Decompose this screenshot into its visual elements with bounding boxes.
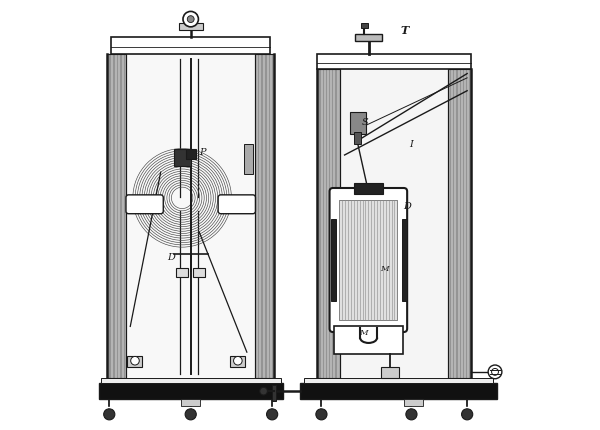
Circle shape [104, 409, 115, 420]
Bar [354, 183, 383, 194]
Bar [185, 149, 196, 159]
Text: S: S [362, 118, 369, 127]
Bar [230, 356, 245, 367]
Circle shape [406, 409, 417, 420]
Bar [331, 219, 336, 301]
Bar [355, 132, 361, 144]
Bar [127, 54, 255, 378]
FancyBboxPatch shape [126, 195, 163, 214]
Circle shape [183, 12, 199, 27]
Bar [350, 112, 365, 134]
Text: T: T [401, 25, 409, 36]
Circle shape [461, 409, 473, 420]
Text: D: D [403, 202, 411, 211]
Bar [401, 219, 407, 301]
FancyBboxPatch shape [218, 195, 256, 214]
Bar [244, 144, 253, 174]
Bar [179, 23, 203, 30]
Bar [334, 326, 403, 354]
Bar [173, 149, 191, 166]
Bar [300, 383, 497, 399]
Circle shape [488, 365, 502, 379]
Text: P: P [199, 148, 206, 157]
Bar [404, 399, 422, 406]
Circle shape [187, 16, 194, 22]
Bar [127, 356, 142, 367]
Circle shape [233, 356, 242, 365]
Text: M: M [380, 264, 388, 273]
Bar [361, 22, 368, 28]
FancyBboxPatch shape [329, 188, 407, 332]
Bar [107, 54, 127, 378]
Bar [112, 37, 270, 54]
Circle shape [131, 356, 139, 365]
Bar [101, 378, 281, 383]
Bar [181, 399, 200, 406]
Bar [255, 54, 274, 378]
Bar [176, 268, 188, 277]
Bar [340, 200, 397, 320]
Bar [382, 367, 398, 378]
Text: I: I [409, 140, 413, 149]
Bar [317, 69, 340, 378]
Text: D: D [167, 253, 175, 262]
Circle shape [185, 409, 196, 420]
Bar [98, 383, 283, 399]
Bar [193, 268, 205, 277]
Bar [355, 34, 382, 41]
Circle shape [260, 387, 268, 395]
Text: M: M [359, 329, 368, 337]
Bar [340, 69, 448, 378]
Circle shape [491, 369, 499, 375]
Bar [304, 378, 493, 383]
Circle shape [266, 409, 278, 420]
Bar [317, 54, 472, 69]
Circle shape [316, 409, 327, 420]
Bar [448, 69, 472, 378]
Bar [272, 385, 277, 401]
